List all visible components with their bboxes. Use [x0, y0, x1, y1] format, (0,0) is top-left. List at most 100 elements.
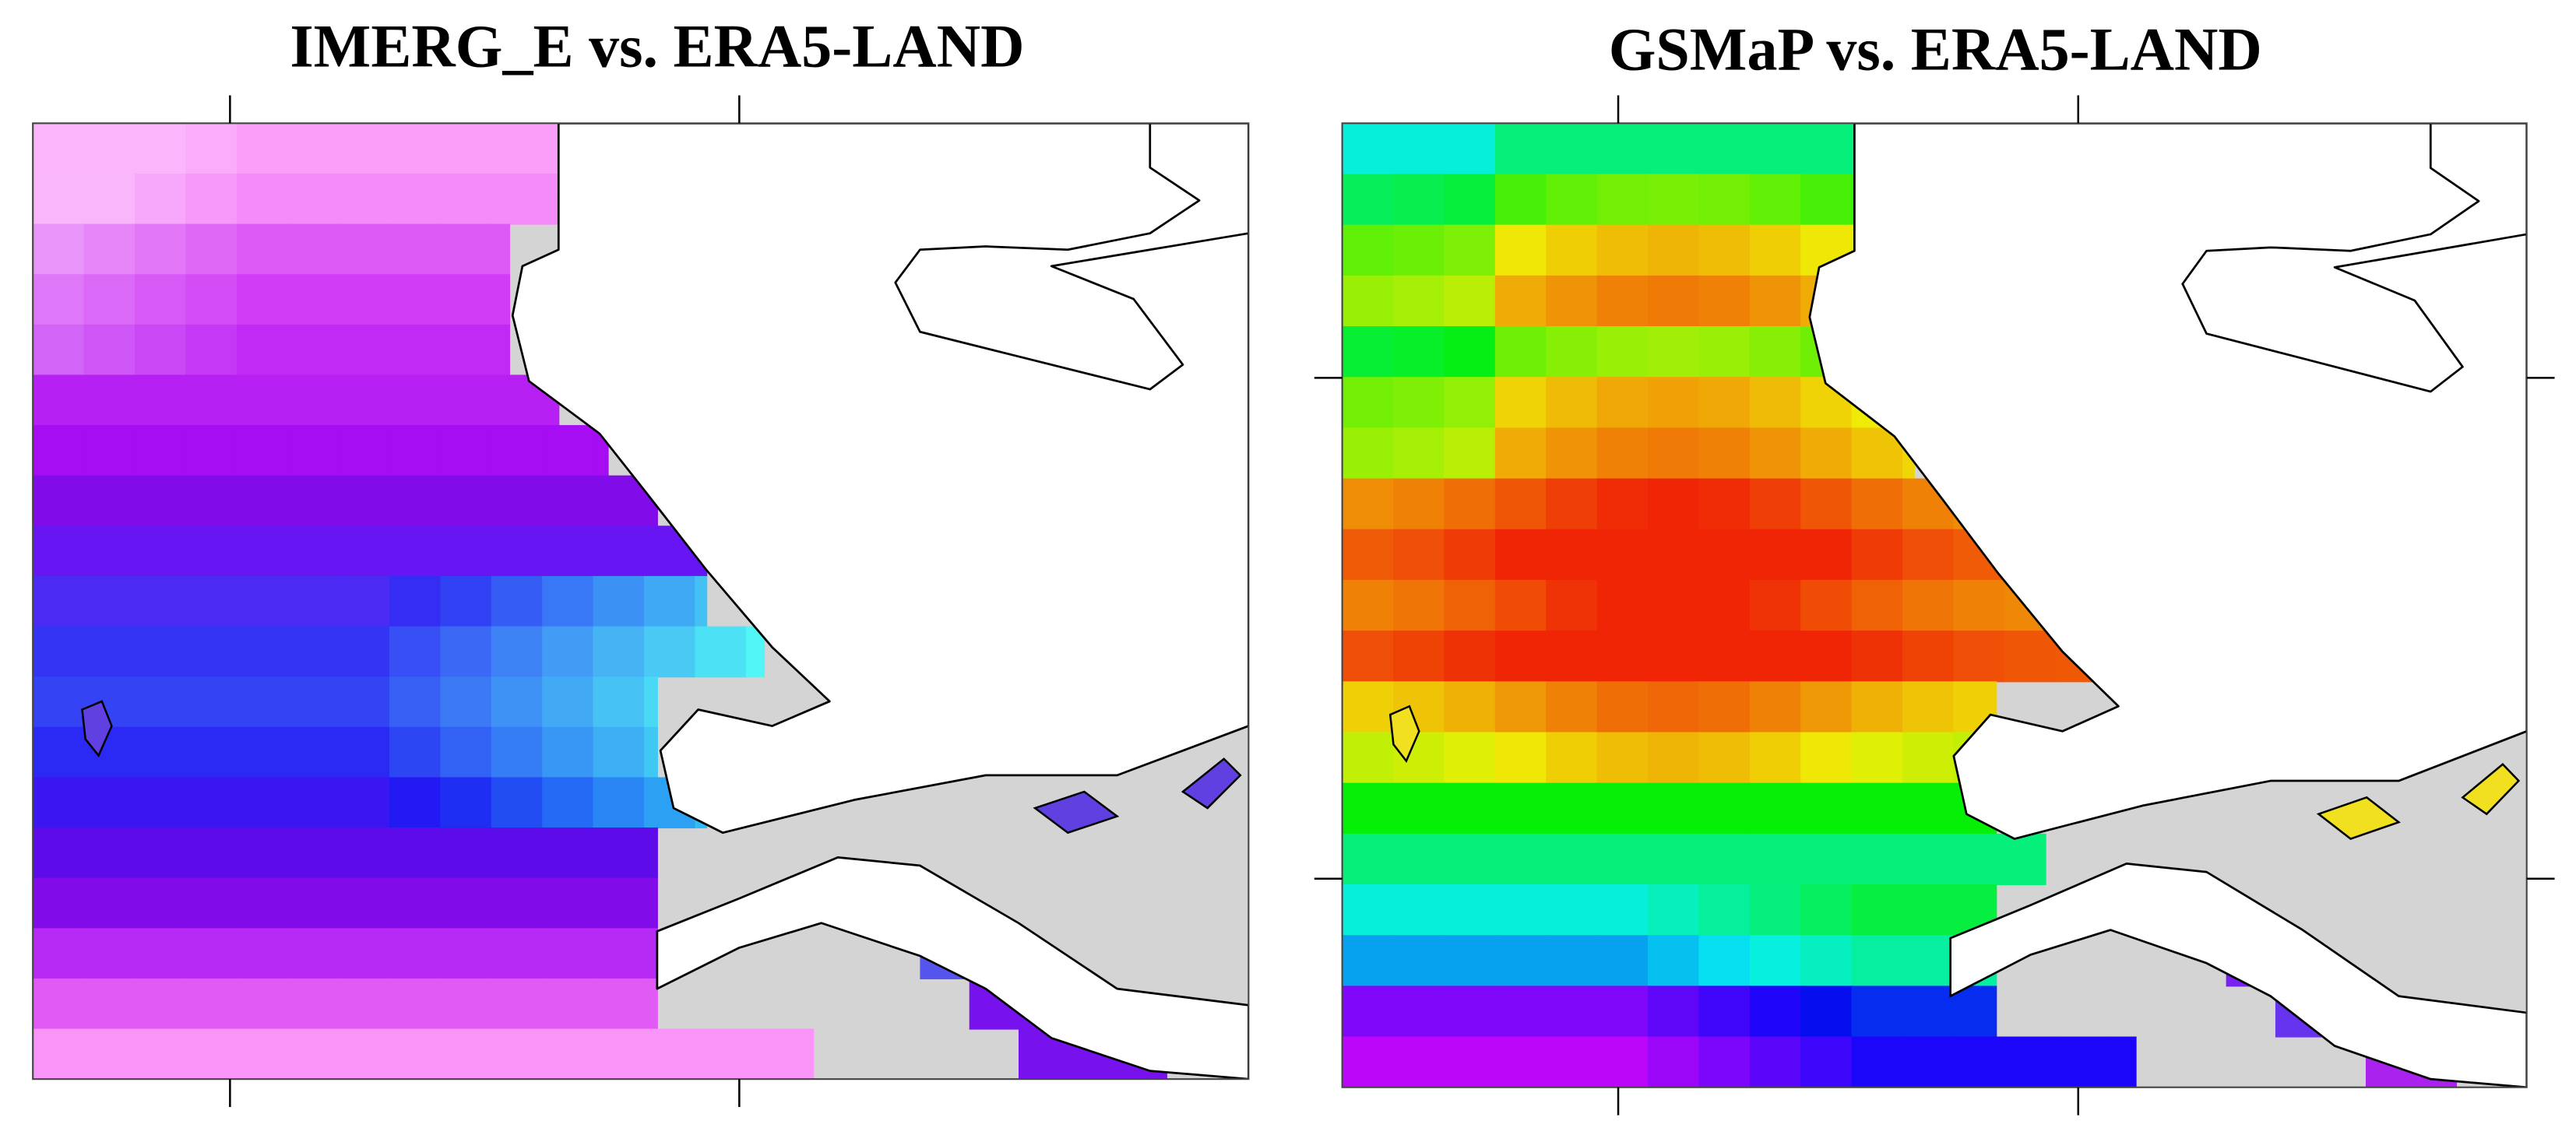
grid-cell: [1953, 579, 2005, 632]
grid-cell: [1851, 833, 1904, 886]
grid-cell: [287, 928, 340, 979]
grid-cell: [389, 877, 442, 929]
grid-cell: [83, 123, 136, 175]
grid-cell: [83, 475, 136, 527]
grid-cell: [1393, 1036, 1445, 1088]
grid-cell: [287, 475, 340, 527]
grid-cell: [83, 425, 136, 476]
grid-cell: [1546, 884, 1598, 936]
grid-cell: [491, 475, 544, 527]
grid-cell: [134, 828, 187, 879]
grid-cell: [389, 525, 442, 577]
grid-cell: [1698, 631, 1751, 683]
grid-cell: [1393, 224, 1445, 276]
grid-cell: [236, 123, 289, 175]
grid-cell: [1546, 326, 1598, 378]
grid-cell: [33, 475, 85, 527]
grid-cell: [440, 828, 492, 879]
grid-cell: [1749, 326, 1802, 378]
grid-cell: [134, 223, 187, 276]
grid-cell: [338, 425, 391, 476]
grid-cell: [83, 978, 136, 1030]
grid-cell: [440, 123, 492, 175]
grid-cell: [1596, 275, 1649, 328]
grid-cell: [1648, 224, 1700, 276]
grid-cell: [440, 978, 492, 1030]
grid-cell: [338, 777, 391, 829]
grid-cell: [83, 877, 136, 929]
grid-cell: [491, 877, 544, 929]
grid-cell: [1393, 427, 1445, 480]
grid-cell: [83, 525, 136, 577]
island: [2461, 763, 2521, 816]
grid-cell: [1596, 1036, 1649, 1088]
grid-cell: [389, 324, 442, 376]
grid-cell: [644, 928, 658, 979]
grid-cell: [542, 928, 594, 979]
grid-cell: [593, 676, 646, 728]
island: [2316, 796, 2401, 840]
grid-cell: [83, 777, 136, 829]
grid-cell: [593, 1028, 646, 1080]
grid-cell: [1902, 631, 1955, 683]
grid-cell: [1749, 377, 1802, 429]
grid-cell: [491, 525, 544, 577]
island: [81, 700, 113, 757]
grid-cell: [134, 425, 187, 476]
grid-cell: [1342, 884, 1395, 936]
grid-cell: [389, 475, 442, 527]
grid-cell: [1698, 884, 1751, 936]
grid-cell: [1342, 123, 1395, 175]
grid-cell: [389, 626, 442, 678]
grid-cell: [1596, 782, 1649, 835]
grid-cell: [644, 1028, 696, 1080]
grid-cell: [1342, 224, 1395, 276]
land: [1808, 123, 2527, 840]
grid-cell: [593, 877, 646, 929]
grid-cell: [287, 877, 340, 929]
grid-cell: [2055, 1036, 2107, 1088]
grid-cell: [644, 978, 658, 1030]
grid-cell: [1851, 579, 1904, 632]
grid-cell: [1800, 681, 1853, 733]
grid-cell: [1494, 782, 1547, 835]
grid-cell: [1800, 732, 1853, 784]
grid-cell: [542, 575, 594, 627]
grid-cell: [1800, 631, 1853, 683]
grid-cell: [1342, 529, 1395, 581]
grid-cell: [1749, 427, 1802, 480]
grid-cell: [338, 374, 391, 427]
grid-cell: [83, 324, 136, 376]
grid-cell: [593, 828, 646, 879]
grid-cell: [491, 575, 544, 627]
grid-cell: [33, 676, 85, 728]
island: [1388, 705, 1420, 763]
grid-cell: [1902, 935, 1955, 987]
grid-cell: [287, 575, 340, 627]
grid-cell: [1444, 986, 1496, 1038]
grid-cell: [1648, 529, 1700, 581]
grid-cell: [185, 928, 238, 979]
grid-cell: [745, 1028, 798, 1080]
grid-cell: [1800, 529, 1853, 581]
grid-cell: [1342, 1036, 1395, 1088]
grid-cell: [287, 173, 340, 225]
grid-cell: [236, 626, 289, 678]
grid-cell: [33, 1028, 85, 1080]
grid-cell: [185, 374, 238, 427]
grid-cell: [1342, 174, 1395, 226]
grid-cell: [1596, 123, 1649, 175]
grid-cell: [287, 123, 340, 175]
grid-cell: [1444, 732, 1496, 784]
grid-cell: [1698, 833, 1751, 886]
grid-cell: [83, 828, 136, 879]
grid-cell: [1902, 732, 1955, 784]
grid-cell: [1393, 174, 1445, 226]
grid-cell: [1393, 529, 1445, 581]
grid-cell: [542, 877, 594, 929]
grid-cell: [1494, 529, 1547, 581]
grid-cell: [134, 374, 187, 427]
grid-cell: [1800, 833, 1853, 886]
grid-cell: [2004, 1036, 2057, 1088]
